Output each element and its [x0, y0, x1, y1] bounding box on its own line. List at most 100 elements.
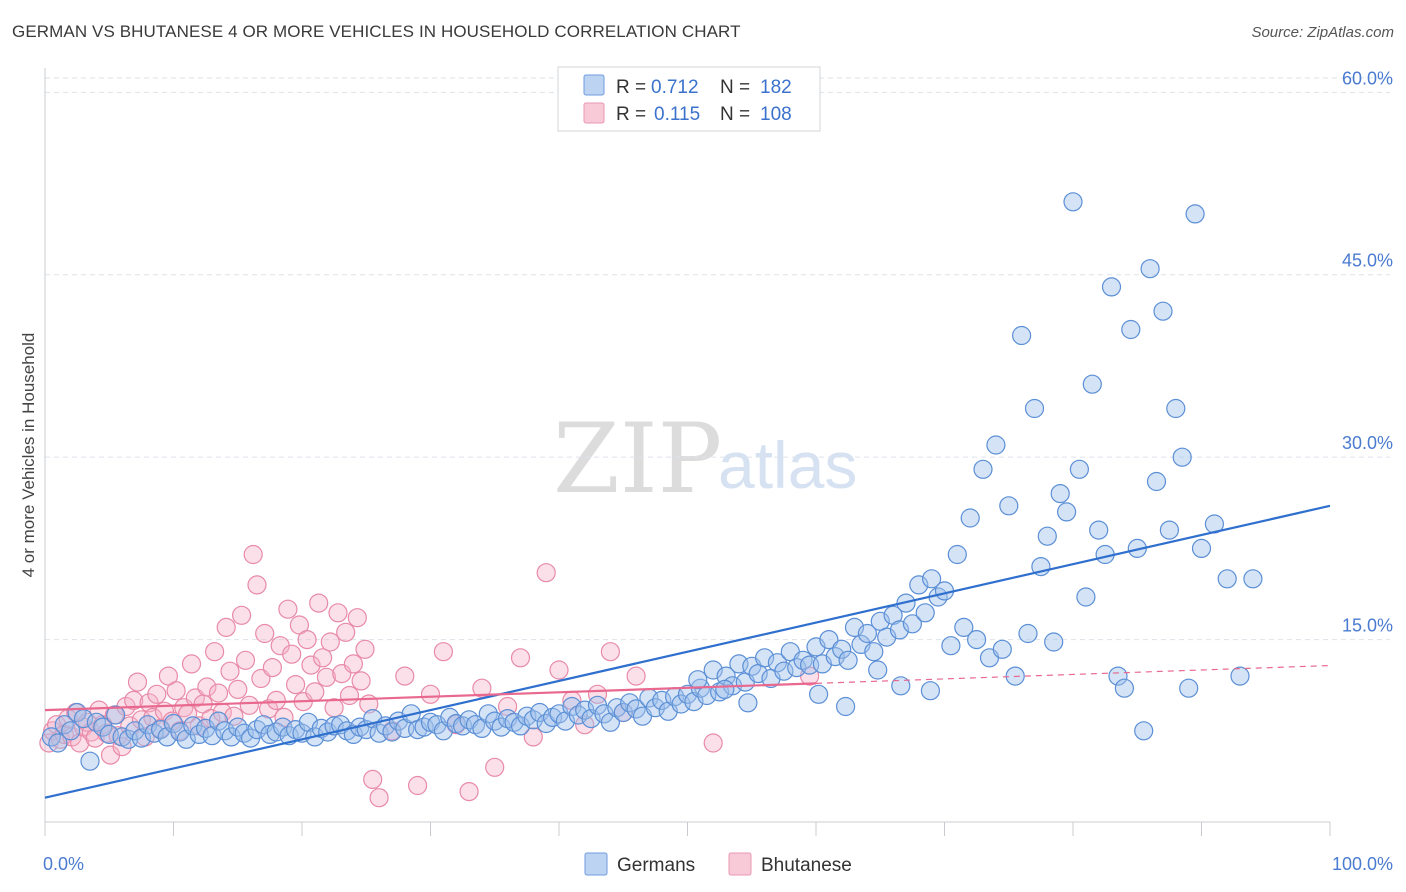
bhutanese-point [197, 677, 217, 697]
legend: R = 0.712 N = 182 R = 0.115 N = 108 [557, 66, 821, 132]
german-point [1243, 569, 1263, 589]
german-point [819, 629, 839, 650]
bhutanese-point [343, 654, 363, 674]
bhutanese-point [703, 733, 723, 753]
bhutanese-point [278, 599, 298, 619]
legend-r-value-bhutanese: 0.115 [654, 104, 700, 125]
german-point [61, 721, 81, 741]
german-point [48, 733, 68, 753]
german-point [93, 717, 113, 737]
bhutanese-point [282, 644, 302, 664]
german-point [613, 702, 633, 723]
german-point [1159, 520, 1180, 540]
y-tick-label: 15.0% [1342, 616, 1393, 636]
y-tick-label: 30.0% [1342, 433, 1393, 453]
german-point [1082, 374, 1102, 394]
bhutanese-point [510, 648, 531, 668]
german-point [688, 670, 708, 690]
legend-n-label-germans: N = [720, 77, 750, 98]
bhutanese-point [355, 639, 375, 659]
german-point [80, 751, 100, 771]
bhutanese-point [147, 684, 167, 704]
watermark: ZIP atlas [553, 403, 857, 515]
german-point [1089, 520, 1109, 540]
german-point [1114, 678, 1135, 698]
german-point [835, 696, 856, 717]
bhutanese-point [239, 695, 259, 715]
german-point [825, 646, 845, 667]
watermark-zip: ZIP [553, 403, 722, 515]
bhutanese-point [228, 679, 248, 700]
german-point [992, 639, 1012, 659]
german-point [986, 435, 1006, 455]
bhutanese-point [328, 603, 348, 623]
bhutanese-point [243, 544, 263, 565]
x-tick-labels: 0.0% 100.0% [43, 854, 1393, 874]
german-point [1018, 623, 1038, 644]
german-point [774, 661, 794, 681]
y-tick-label: 60.0% [1342, 68, 1393, 88]
bhutanese-trend-extension [815, 664, 1331, 684]
german-point [915, 603, 935, 623]
german-point [1121, 319, 1141, 340]
german-point [382, 722, 402, 742]
german-point [954, 617, 974, 638]
german-point [1056, 502, 1077, 522]
bhutanese-point [232, 605, 252, 625]
chart-title: GERMAN VS BHUTANESE 4 OR MORE VEHICLES I… [12, 22, 741, 41]
german-point [1050, 484, 1070, 504]
german-point [947, 544, 967, 565]
german-point [478, 704, 498, 724]
bhutanese-point [255, 623, 275, 644]
bhutanese-point [286, 674, 306, 695]
german-point [960, 508, 980, 528]
bhutanese-point [301, 655, 321, 675]
bhutanese-point [208, 683, 229, 703]
bhutanese-point [266, 690, 286, 711]
bhutanese-point [433, 642, 453, 662]
bhutanese-point [181, 654, 202, 674]
german-point [1069, 459, 1090, 479]
bhutanese-point [297, 629, 317, 650]
german-points [41, 192, 1263, 771]
legend-swatch-bhutanese [583, 102, 605, 124]
german-point [715, 679, 735, 700]
bhutanese-point [220, 661, 240, 681]
german-point [208, 711, 229, 731]
bhutanese-point [363, 769, 383, 790]
legend-r-value-germans: 0.712 [651, 77, 699, 98]
legend-r-label-germans: R = [616, 77, 646, 98]
german-point [106, 705, 126, 725]
bhutanese-point [347, 608, 367, 628]
bhutanese-point [549, 660, 569, 680]
bhutanese-point [201, 708, 221, 729]
trend-lines [44, 504, 1331, 799]
german-point [838, 650, 858, 670]
german-point [999, 496, 1019, 516]
german-point [1044, 632, 1064, 652]
bottom-legend: Germans Bhutanese [584, 852, 852, 876]
bhutanese-point [185, 688, 205, 708]
german-point [921, 569, 942, 589]
german-point [1011, 325, 1032, 346]
german-point [1217, 569, 1237, 589]
german-point [1063, 192, 1083, 212]
bhutanese-point [459, 781, 479, 802]
bhutanese-point [472, 678, 492, 698]
german-point [754, 648, 775, 668]
bhutanese-point [485, 757, 505, 777]
watermark-atlas: atlas [718, 428, 857, 502]
legend-n-value-germans: 182 [760, 77, 792, 98]
german-point [1076, 587, 1096, 607]
bhutanese-point [316, 667, 336, 687]
german-point [1191, 538, 1212, 559]
german-point [1185, 204, 1205, 224]
german-point [1179, 678, 1199, 698]
bhutanese-point [351, 671, 371, 691]
german-point [1024, 398, 1045, 419]
bhutanese-point [369, 788, 389, 808]
y-tick-labels: 15.0% 30.0% 45.0% 60.0% [1342, 68, 1393, 635]
german-point [465, 715, 486, 735]
german-point [1153, 301, 1173, 321]
